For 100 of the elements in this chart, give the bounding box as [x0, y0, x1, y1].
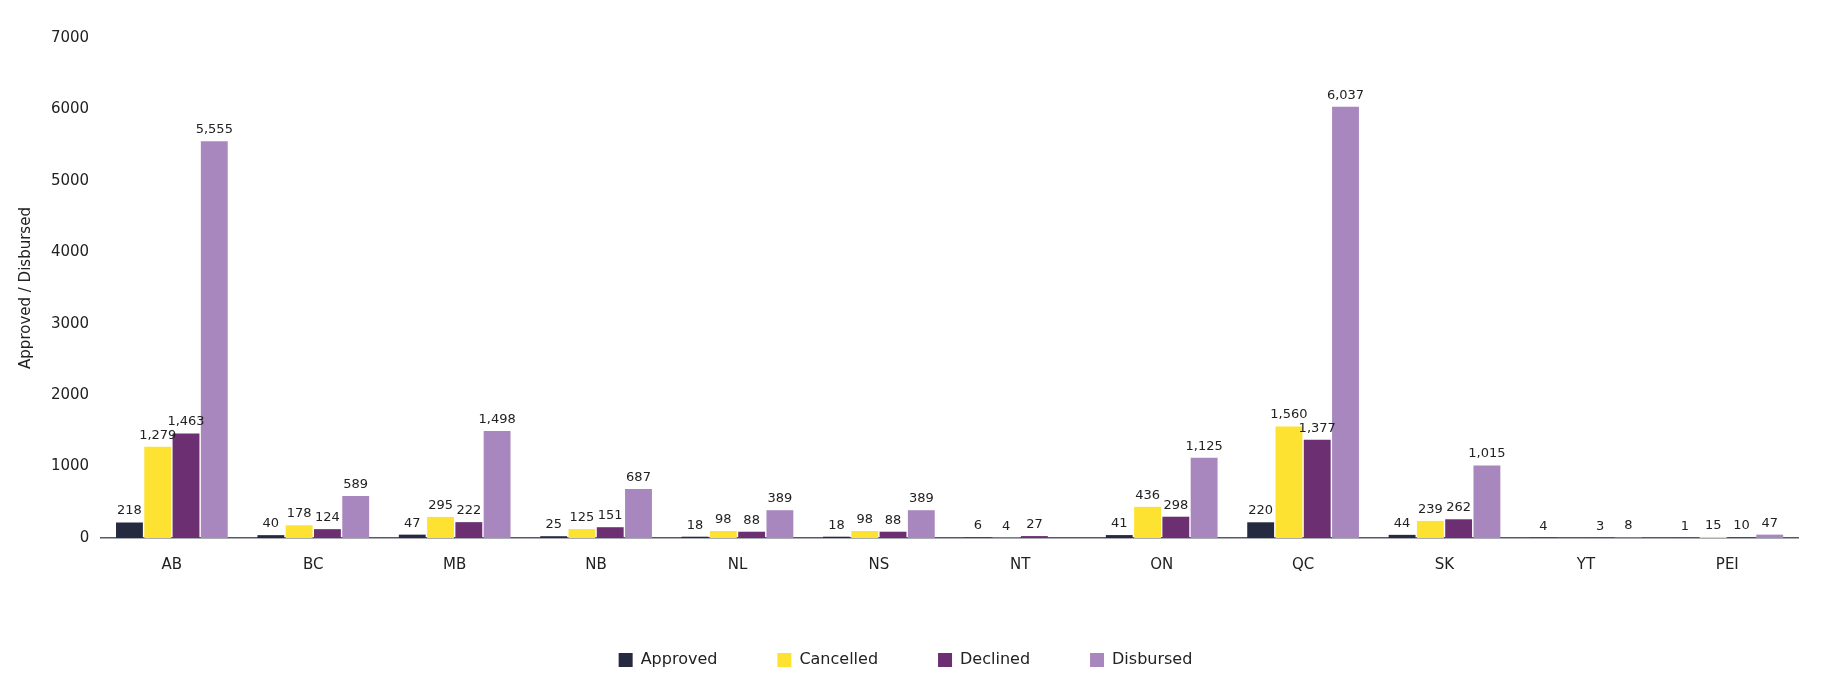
bar: [144, 446, 172, 538]
data-label: 18: [686, 516, 704, 532]
data-label: 1,560: [1270, 406, 1308, 422]
x-tick-label: NT: [1010, 554, 1032, 573]
data-label: 1,498: [478, 410, 516, 426]
y-tick-label: 3000: [50, 313, 90, 332]
data-label: 389: [767, 490, 793, 506]
bar: [1473, 465, 1501, 538]
y-tick-label: 6000: [50, 99, 90, 118]
data-label: 1,463: [167, 413, 205, 429]
data-label: 98: [856, 510, 874, 526]
data-label: 4: [1539, 517, 1548, 533]
bar: [427, 516, 454, 538]
data-label: 124: [315, 509, 340, 525]
bar: [709, 531, 737, 538]
data-label: 222: [456, 502, 482, 518]
data-label: 125: [569, 508, 595, 524]
legend-label: Cancelled: [799, 649, 879, 669]
bar: [1247, 522, 1275, 538]
bar: [285, 525, 313, 538]
data-label: 5,555: [195, 121, 233, 137]
bar: [766, 510, 794, 538]
x-tick-label: QC: [1291, 554, 1315, 573]
data-label: 4: [1002, 517, 1011, 533]
bar: [568, 529, 596, 538]
data-label: 295: [428, 496, 453, 512]
bar: [483, 431, 511, 538]
data-label: 88: [884, 511, 902, 527]
y-axis-title: Approved / Disbursed: [15, 207, 34, 369]
data-label: 1,015: [1468, 445, 1506, 461]
data-label: 6,037: [1326, 86, 1365, 102]
data-label: 25: [545, 516, 562, 532]
data-label: 262: [1446, 499, 1472, 515]
data-label: 1: [1680, 517, 1690, 533]
bar: [313, 529, 341, 538]
bar: [1134, 506, 1161, 538]
bar: [1162, 516, 1190, 538]
data-label: 1,279: [139, 426, 177, 442]
x-tick-label: ON: [1150, 554, 1174, 573]
bar: [1416, 520, 1444, 538]
data-label: 10: [1733, 517, 1750, 533]
bar: [398, 534, 426, 538]
bar: [596, 527, 624, 538]
y-tick-label: 5000: [50, 170, 90, 189]
data-label: 47: [1761, 514, 1778, 530]
y-tick-label: 0: [79, 527, 90, 546]
x-tick-label: AB: [161, 554, 183, 573]
bar: [257, 535, 285, 538]
y-tick-label: 1000: [50, 456, 90, 475]
x-tick-label: PEI: [1715, 554, 1739, 573]
x-tick-label: NB: [585, 554, 607, 573]
data-label: 1,377: [1298, 419, 1336, 435]
data-label: 44: [1393, 514, 1411, 530]
data-label: 436: [1135, 486, 1160, 502]
y-tick-label: 7000: [50, 27, 90, 46]
bar: [342, 495, 370, 538]
bar: [1303, 439, 1331, 538]
x-tick-label: NS: [868, 554, 890, 573]
x-tick-label: BC: [303, 554, 324, 573]
data-label: 18: [828, 516, 845, 532]
bar: [625, 488, 652, 538]
y-tick-label: 2000: [50, 385, 90, 404]
data-label: 98: [715, 510, 732, 526]
data-label: 298: [1163, 496, 1189, 512]
data-label: 88: [743, 511, 760, 527]
x-tick-label: SK: [1434, 554, 1456, 573]
data-label: 47: [403, 514, 421, 530]
data-label: 389: [908, 490, 934, 506]
data-label: 27: [1026, 515, 1043, 531]
data-label: 15: [1704, 516, 1722, 532]
bar: [1756, 534, 1784, 538]
data-label: 1,125: [1185, 437, 1223, 453]
bar: [455, 522, 483, 538]
bar: [1445, 519, 1473, 538]
x-tick-label: NL: [727, 554, 748, 573]
bar: [879, 531, 907, 538]
bar: [1105, 535, 1133, 538]
data-label: 218: [117, 502, 142, 518]
data-label: 220: [1248, 502, 1274, 518]
bar: [1388, 534, 1416, 538]
data-label: 239: [1417, 500, 1443, 516]
data-label: 41: [1111, 514, 1128, 530]
data-label: 687: [626, 468, 651, 484]
bar: [738, 531, 766, 538]
legend-label: Approved: [640, 649, 718, 669]
bar: [907, 510, 935, 538]
x-tick-label: MB: [443, 554, 467, 573]
data-label: 3: [1595, 517, 1605, 533]
x-tick-label: YT: [1575, 554, 1596, 573]
data-label: 8: [1624, 517, 1633, 533]
data-label: 589: [343, 475, 369, 491]
bar: [1190, 457, 1218, 538]
data-label: 178: [286, 505, 312, 521]
legend-label: Disbursed: [1112, 649, 1193, 669]
data-label: 6: [973, 517, 983, 533]
bar: [116, 522, 143, 538]
bar: [851, 531, 879, 538]
y-tick-label: 4000: [50, 242, 90, 261]
data-label: 151: [597, 507, 623, 523]
data-label: 40: [262, 515, 280, 531]
